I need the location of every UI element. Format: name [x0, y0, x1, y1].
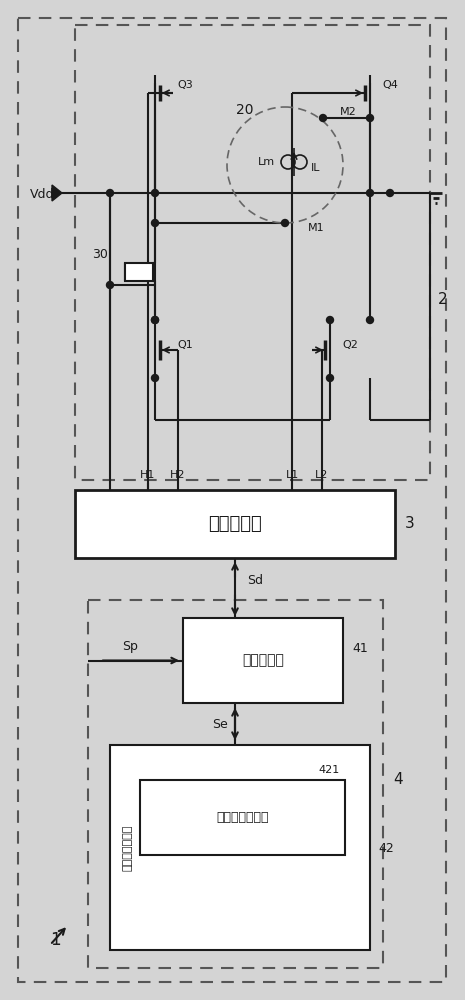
Circle shape	[326, 316, 333, 324]
Text: Q1: Q1	[177, 340, 193, 350]
Text: M2: M2	[340, 107, 357, 117]
Bar	[75, 490, 395, 558]
Bar	[183, 618, 343, 703]
Text: 41: 41	[352, 642, 368, 654]
Text: 电机控制部: 电机控制部	[242, 654, 284, 668]
Circle shape	[152, 316, 159, 324]
Text: 预驱动电路: 预驱动电路	[208, 515, 262, 533]
Text: Q4: Q4	[382, 80, 398, 90]
Text: Sp: Sp	[122, 640, 138, 653]
Circle shape	[366, 114, 373, 121]
Text: 3: 3	[405, 516, 415, 532]
Circle shape	[319, 114, 326, 121]
Circle shape	[152, 190, 159, 196]
Text: 2: 2	[438, 292, 448, 308]
Text: 通电模式生成部: 通电模式生成部	[216, 811, 269, 824]
Text: 42: 42	[378, 842, 394, 854]
Bar	[125, 263, 153, 281]
Text: 1: 1	[50, 931, 60, 949]
Text: H1: H1	[140, 470, 156, 480]
Text: Vdd: Vdd	[30, 188, 54, 202]
Bar	[75, 25, 430, 480]
Text: 4: 4	[393, 772, 403, 788]
Bar	[110, 745, 370, 950]
Circle shape	[106, 190, 113, 196]
Circle shape	[152, 220, 159, 227]
Text: Lm: Lm	[258, 157, 275, 167]
Text: 421: 421	[319, 765, 340, 775]
Circle shape	[326, 374, 333, 381]
Circle shape	[386, 190, 393, 196]
Text: L2: L2	[315, 470, 329, 480]
Circle shape	[152, 316, 159, 324]
Polygon shape	[52, 185, 62, 201]
Text: H2: H2	[170, 470, 186, 480]
Text: L1: L1	[286, 470, 299, 480]
Text: IL: IL	[311, 163, 321, 173]
Circle shape	[106, 282, 113, 288]
Circle shape	[152, 374, 159, 381]
Text: 通电模式存储部: 通电模式存储部	[123, 824, 133, 871]
Circle shape	[281, 220, 288, 227]
Text: Q2: Q2	[342, 340, 358, 350]
Bar	[88, 600, 383, 968]
Circle shape	[366, 316, 373, 324]
Text: 30: 30	[92, 248, 108, 261]
Bar	[140, 780, 345, 855]
Text: Q3: Q3	[177, 80, 193, 90]
Text: Sd: Sd	[247, 574, 263, 586]
Text: 20: 20	[236, 103, 254, 117]
Circle shape	[366, 190, 373, 196]
Text: Se: Se	[212, 718, 228, 730]
Text: M1: M1	[308, 223, 325, 233]
